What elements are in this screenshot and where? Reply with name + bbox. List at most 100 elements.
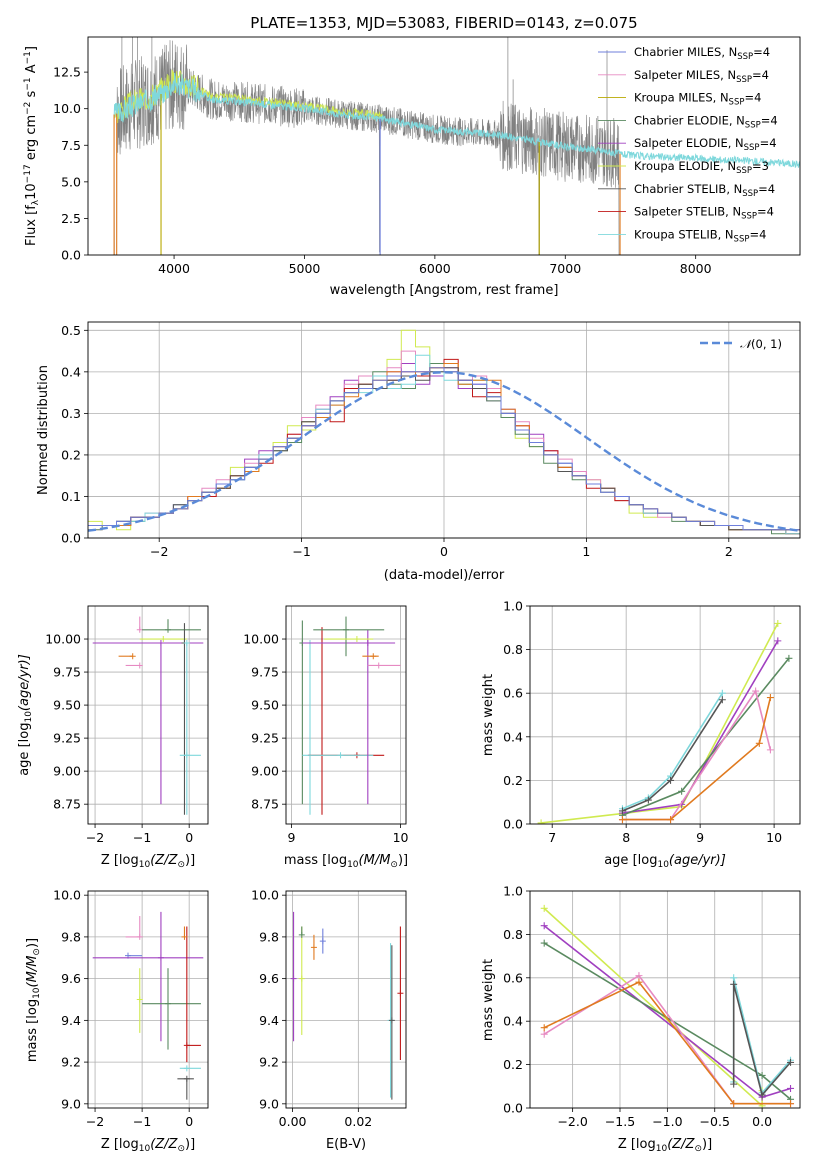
label-part: age [log xyxy=(604,853,657,868)
axes-frame xyxy=(529,890,801,1109)
y-tick-label: 10.00 xyxy=(243,632,279,647)
data-point xyxy=(375,662,382,669)
label-part: =4 xyxy=(757,205,774,219)
weight-point xyxy=(730,1100,738,1108)
weight-series-4 xyxy=(622,697,772,821)
x-tick-label: 0.0 xyxy=(752,1114,772,1129)
weight-point xyxy=(718,689,726,697)
data-point xyxy=(165,1000,171,1007)
plot-area xyxy=(92,911,204,1100)
label-part: A xyxy=(24,64,39,77)
plot-area xyxy=(537,619,793,824)
y-tick-label: 9.00 xyxy=(53,764,81,779)
plot-area xyxy=(290,911,404,1100)
weight-series-0 xyxy=(541,623,779,824)
x-tick-label: −2 xyxy=(86,830,104,845)
observed-spectrum-line xyxy=(113,40,620,255)
axes-frame xyxy=(87,36,801,256)
weight-point xyxy=(752,687,760,695)
label-part: =4 xyxy=(744,91,761,105)
y-tick-label: 0.3 xyxy=(61,406,81,421)
y-tick-label: 9.0 xyxy=(61,1096,81,1111)
y-tick-label: 9.2 xyxy=(61,1055,81,1070)
label-part: Z [log xyxy=(101,1137,139,1152)
x-tick-label: 5000 xyxy=(289,261,321,276)
x-tick-label: 10 xyxy=(393,830,409,845)
label-part: 10 xyxy=(32,987,42,999)
y-axis-label: Normed distribution xyxy=(36,365,51,495)
data-point xyxy=(136,662,143,669)
x-tick-label: −1 xyxy=(133,1114,151,1129)
x-tick-label: 7 xyxy=(548,830,556,845)
plot-area xyxy=(540,904,795,1108)
label-part: 10 xyxy=(657,860,669,870)
label-part: )] xyxy=(185,853,195,868)
x-tick-label: 0 xyxy=(440,544,448,559)
label-part: )] xyxy=(398,853,408,868)
weight-point xyxy=(730,974,738,982)
y-axis-label: mass weight xyxy=(481,674,496,756)
legend-label: 𝒩(0, 1) xyxy=(740,337,782,351)
label-part: (Z/Z xyxy=(150,1137,178,1152)
label-part: −17 xyxy=(23,164,33,183)
weight-series-4 xyxy=(543,981,791,1105)
data-point xyxy=(364,639,371,646)
data-point xyxy=(298,931,305,938)
label-part: Kroupa MILES, N xyxy=(634,91,729,105)
label-part: Kroupa ELODIE, N xyxy=(634,159,736,173)
legend-label: Chabrier ELODIE, NSSP=4 xyxy=(634,113,778,130)
y-tick-label: 8.75 xyxy=(53,797,81,812)
label-part: SSP xyxy=(734,234,750,244)
label-part: (M/M xyxy=(359,853,391,868)
y-tick-label: 9.8 xyxy=(61,929,81,944)
label-part: (age/yr)] xyxy=(17,654,32,711)
data-point xyxy=(298,975,305,982)
label-part: =3 xyxy=(752,159,769,173)
weight-point xyxy=(730,1080,738,1088)
axes-frame xyxy=(87,890,209,1109)
legend-label: Kroupa ELODIE, NSSP=3 xyxy=(634,159,769,176)
weight-point xyxy=(540,1030,548,1038)
weight-point xyxy=(667,816,675,824)
y-tick-label: 9.50 xyxy=(53,698,81,713)
label-part: −2 xyxy=(23,102,33,115)
panel-7: −2.0 −1.5 −1.0 −0.5 0.0 0.0 0.2 0.4 0.6 0.8 1.0 Z [… xyxy=(481,884,801,1154)
label-part: age [log xyxy=(17,723,32,776)
y-tick-label: 0.0 xyxy=(61,248,81,263)
weight-point xyxy=(755,739,763,747)
x-axis-label: Z [log10(Z/Z⊙)] xyxy=(618,1137,712,1154)
x-tick-label: 0.00 xyxy=(279,1114,307,1129)
y-tick-label: 0.4 xyxy=(503,729,523,744)
label-part: =4 xyxy=(758,182,775,196)
x-tick-label: −1.5 xyxy=(605,1114,635,1129)
x-tick-label: −2.0 xyxy=(557,1114,587,1129)
y-axis-label: Flux [fλ10−17 erg cm−2 s−1 A−1] xyxy=(23,46,41,246)
x-axis-label: mass [log10(M/M⊙)] xyxy=(284,853,408,870)
normal-curve-line xyxy=(88,371,800,532)
y-tick-label: 9.75 xyxy=(251,665,279,680)
label-part: 10 xyxy=(139,860,151,870)
y-tick-label: 9.2 xyxy=(259,1055,279,1070)
model-spectrum-line xyxy=(113,72,800,169)
label-part: =4 xyxy=(753,45,770,59)
weight-series-3 xyxy=(622,689,772,821)
weight-series-6 xyxy=(732,984,792,1097)
weight-point xyxy=(774,637,782,645)
label-part: (Z/Z xyxy=(667,1137,695,1152)
weight-point xyxy=(540,904,548,912)
x-tick-label: −1 xyxy=(292,544,310,559)
legend-label: Chabrier STELIB, NSSP=4 xyxy=(634,182,775,199)
weight-point xyxy=(540,939,548,947)
data-point xyxy=(157,639,164,646)
x-tick-label: 1 xyxy=(582,544,590,559)
label-part: =4 xyxy=(752,68,769,82)
label-part: 10 xyxy=(656,1144,668,1154)
y-axis-label: mass [log10(M/M⊙)] xyxy=(25,938,42,1062)
legend-label: Salpeter ELODIE, NSSP=4 xyxy=(634,136,777,153)
y-tick-label: 0.0 xyxy=(503,817,523,832)
label-part: 10 xyxy=(24,711,34,723)
axes-frame xyxy=(87,605,209,825)
